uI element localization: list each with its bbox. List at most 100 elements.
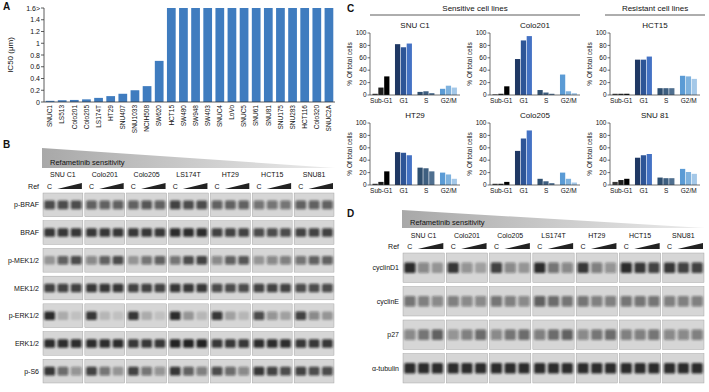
blot-background [663, 253, 704, 283]
bar [407, 44, 412, 95]
band [238, 339, 249, 348]
band [562, 262, 573, 273]
y-tick [41, 78, 44, 79]
bar [692, 79, 697, 95]
figure: ASNUC1LS513Colo201Colo205LS174THT29SNU40… [0, 0, 709, 392]
band [621, 262, 632, 273]
band [212, 284, 223, 293]
y-tick-label: 100 [476, 29, 487, 36]
band [591, 329, 602, 340]
cell-line-label: SNU81 [303, 171, 326, 178]
x-tick-label: SNUC4 [216, 105, 223, 127]
band [238, 201, 249, 210]
y-tick-label: 0.4 [30, 75, 40, 82]
bar [686, 76, 691, 95]
cell-line-label: HT29 [222, 171, 239, 178]
blot-background [403, 287, 444, 317]
band [518, 329, 529, 340]
chart-title: SNU C1 [400, 21, 430, 30]
band [309, 339, 320, 348]
bar [692, 174, 697, 185]
band [280, 284, 291, 293]
band [322, 339, 333, 348]
x-tick-label: HCT15 [168, 105, 175, 126]
blot-background [43, 359, 83, 383]
x-tick-label: HCT116 [301, 105, 308, 129]
band [238, 256, 249, 265]
band [475, 363, 486, 374]
y-tick-label: 100 [596, 119, 607, 126]
panel-letter: A [3, 1, 10, 12]
band [475, 296, 486, 307]
band [44, 256, 55, 265]
y-tick-label: 80 [479, 42, 487, 49]
band [295, 367, 306, 376]
x-axis [610, 185, 700, 186]
band [225, 284, 236, 293]
bar [663, 178, 668, 185]
y-tick-label: 60 [599, 144, 607, 151]
band [99, 201, 110, 210]
bar [401, 153, 406, 185]
blot-background [85, 359, 125, 383]
band [225, 367, 236, 376]
band [605, 363, 616, 374]
band [267, 256, 278, 265]
y-tick [488, 160, 491, 161]
y-tick-label: 0 [603, 181, 607, 188]
band [605, 329, 616, 340]
bar [543, 93, 548, 95]
y-tick [608, 45, 611, 46]
band [664, 296, 675, 307]
band [254, 228, 265, 237]
bar [612, 182, 617, 185]
band [155, 339, 166, 348]
band [99, 228, 110, 237]
x-axis [44, 102, 335, 103]
control-label: C [215, 183, 220, 190]
x-tick-label: G1 [519, 97, 528, 104]
band [196, 284, 207, 293]
band [71, 339, 82, 348]
y-tick [368, 185, 371, 186]
x-tick-label: G2/M [561, 97, 577, 104]
x-tick-label: G1 [399, 97, 408, 104]
bar [566, 91, 571, 95]
band [183, 256, 194, 265]
y-axis [490, 33, 491, 95]
y-tick [488, 147, 491, 148]
bar [378, 88, 383, 95]
dose-wedge [57, 183, 82, 189]
wedge-label: Refametinib sensitivity [50, 158, 125, 167]
band [562, 329, 573, 340]
band [418, 363, 429, 374]
band [58, 311, 69, 320]
x-tick-label: S [424, 187, 429, 194]
band [534, 296, 545, 307]
bar [440, 89, 445, 95]
band [309, 201, 320, 210]
band [254, 284, 265, 293]
band [461, 363, 472, 374]
band [86, 284, 97, 293]
band [418, 329, 429, 340]
x-tick-label: NCIH508 [143, 105, 150, 132]
y-axis [370, 33, 371, 95]
band [491, 296, 502, 307]
band [634, 296, 645, 307]
blot-background [43, 276, 83, 300]
bar [312, 8, 321, 102]
band [548, 329, 559, 340]
blot-background [210, 332, 250, 356]
dose-wedge [183, 183, 208, 189]
band [518, 363, 529, 374]
band [238, 367, 249, 376]
band [309, 367, 320, 376]
band [58, 367, 69, 376]
band [128, 339, 139, 348]
blot-background [85, 332, 125, 356]
band [518, 296, 529, 307]
bar [143, 86, 152, 102]
band [128, 284, 139, 293]
band [267, 367, 278, 376]
